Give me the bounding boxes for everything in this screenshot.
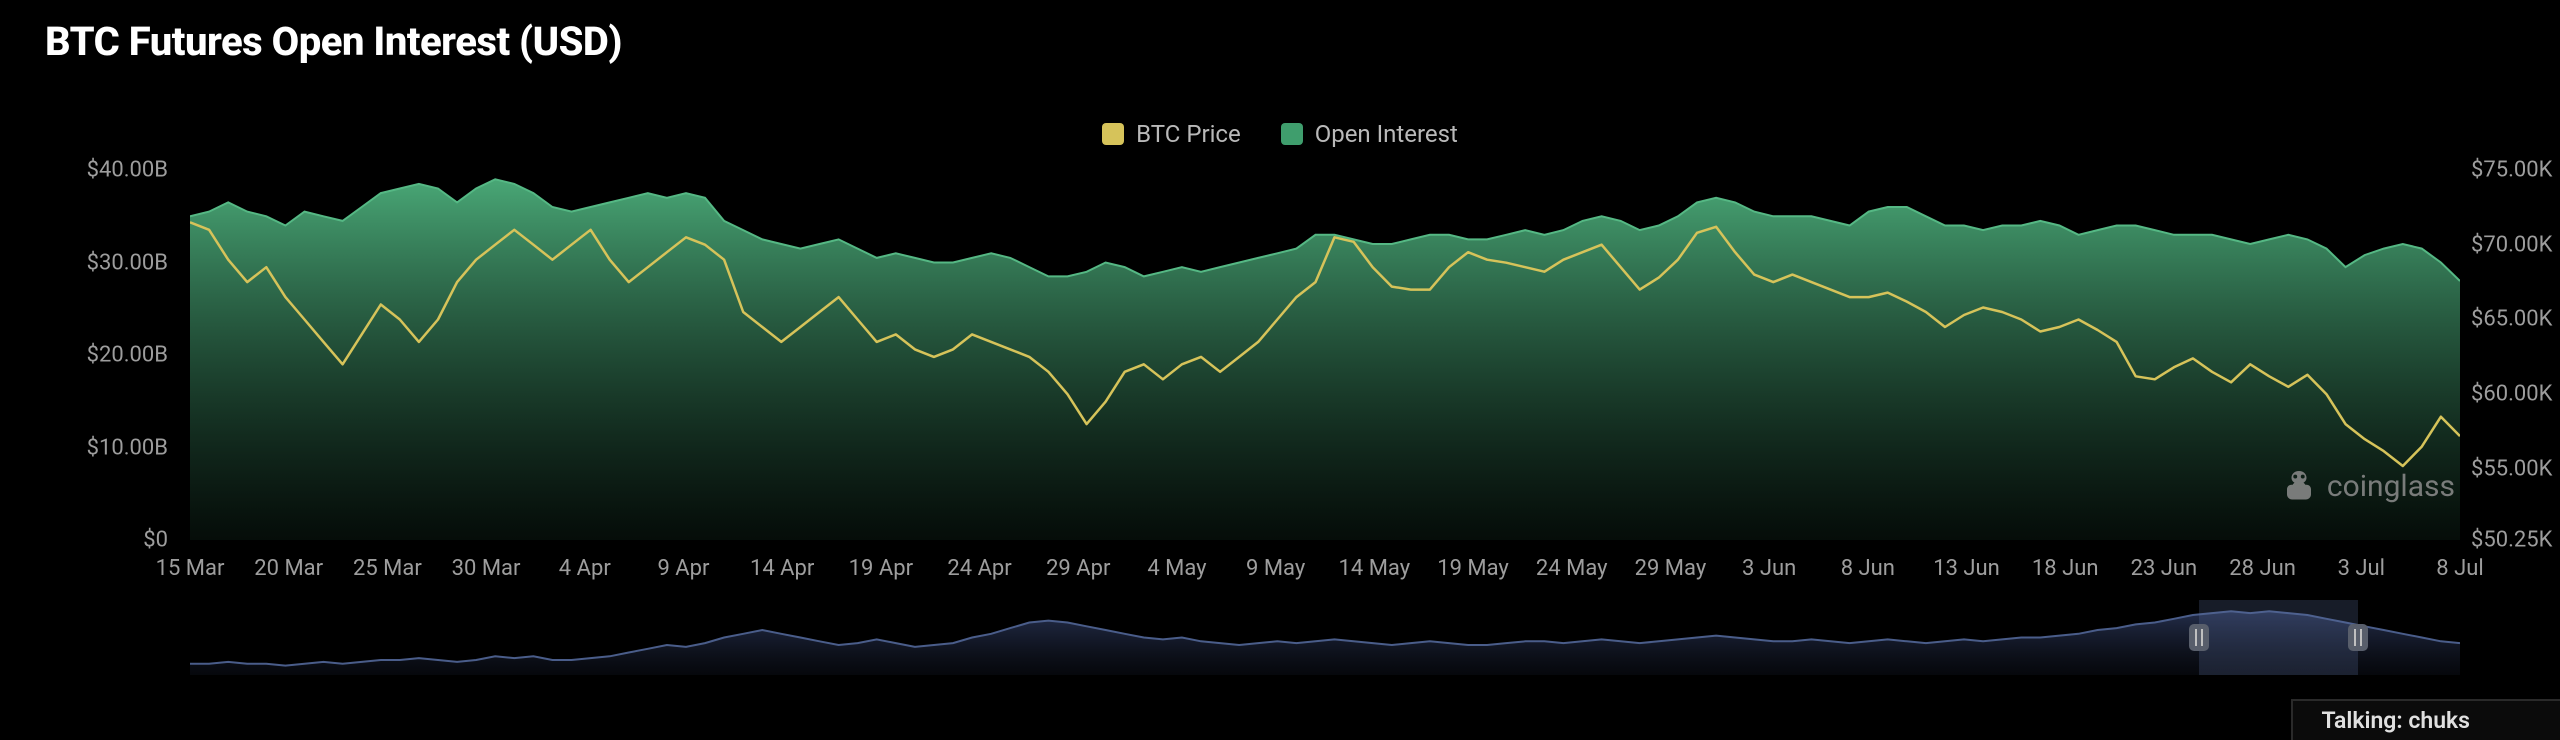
chart-svg: [190, 170, 2460, 540]
x-tick: 20 Mar: [254, 556, 323, 581]
open-interest-area: [190, 179, 2460, 540]
x-tick: 19 Apr: [849, 556, 913, 581]
y-right-tick: $50.25K: [2471, 528, 2552, 553]
chart-title: BTC Futures Open Interest (USD): [45, 18, 622, 65]
x-tick: 30 Mar: [452, 556, 521, 581]
navigator-handle-right[interactable]: [2348, 624, 2368, 651]
legend-item-open-interest[interactable]: Open Interest: [1281, 120, 1458, 148]
y-right-tick: $65.00K: [2471, 307, 2552, 332]
x-tick: 14 May: [1339, 556, 1411, 581]
navigator-area: [190, 611, 2460, 675]
x-tick: 15 Mar: [156, 556, 225, 581]
x-tick: 14 Apr: [750, 556, 814, 581]
x-tick: 4 Apr: [559, 556, 611, 581]
legend-swatch-btc-price: [1102, 123, 1124, 145]
x-tick: 25 Mar: [353, 556, 422, 581]
x-tick: 4 May: [1147, 556, 1206, 581]
x-tick: 13 Jun: [1933, 556, 2000, 581]
y-right-tick: $60.00K: [2471, 382, 2552, 407]
y-left-tick: $0: [143, 528, 168, 553]
x-tick: 24 May: [1536, 556, 1608, 581]
x-tick: 18 Jun: [2032, 556, 2099, 581]
y-left-tick: $30.00B: [87, 250, 168, 275]
x-tick: 9 May: [1246, 556, 1305, 581]
x-tick: 24 Apr: [947, 556, 1011, 581]
legend-label-btc-price: BTC Price: [1136, 120, 1241, 148]
y-right-tick: $70.00K: [2471, 232, 2552, 257]
coinglass-logo-icon: [2281, 468, 2317, 504]
talking-indicator: Talking: chuks: [2291, 699, 2560, 740]
x-tick: 3 Jun: [1742, 556, 1796, 581]
x-tick: 19 May: [1437, 556, 1509, 581]
chart-plot-area[interactable]: [190, 170, 2460, 540]
y-right-tick: $75.00K: [2471, 158, 2552, 183]
legend-label-open-interest: Open Interest: [1315, 120, 1458, 148]
y-axis-left: $0$10.00B$20.00B$30.00B$40.00B: [0, 170, 180, 540]
watermark-text: coinglass: [2327, 469, 2455, 504]
x-tick: 8 Jul: [2436, 556, 2483, 581]
x-tick: 9 Apr: [657, 556, 709, 581]
x-tick: 8 Jun: [1841, 556, 1895, 581]
legend: BTC Price Open Interest: [0, 120, 2560, 148]
y-axis-right: $50.25K$55.00K$60.00K$65.00K$70.00K$75.0…: [2465, 170, 2560, 540]
x-tick: 29 May: [1635, 556, 1707, 581]
y-left-tick: $20.00B: [87, 343, 168, 368]
x-tick: 23 Jun: [2131, 556, 2198, 581]
legend-swatch-open-interest: [1281, 123, 1303, 145]
chart-container: BTC Futures Open Interest (USD) BTC Pric…: [0, 0, 2560, 740]
x-tick: 28 Jun: [2229, 556, 2296, 581]
navigator-window[interactable]: [2199, 600, 2358, 675]
y-left-tick: $10.00B: [87, 435, 168, 460]
navigator-handle-left[interactable]: [2189, 624, 2209, 651]
y-left-tick: $40.00B: [87, 158, 168, 183]
watermark: coinglass: [2281, 468, 2455, 504]
x-axis: 15 Mar20 Mar25 Mar30 Mar4 Apr9 Apr14 Apr…: [190, 556, 2460, 586]
y-right-tick: $55.00K: [2471, 456, 2552, 481]
x-tick: 29 Apr: [1046, 556, 1110, 581]
navigator-svg: [190, 600, 2460, 675]
x-tick: 3 Jul: [2338, 556, 2385, 581]
navigator[interactable]: [190, 600, 2460, 675]
legend-item-btc-price[interactable]: BTC Price: [1102, 120, 1241, 148]
